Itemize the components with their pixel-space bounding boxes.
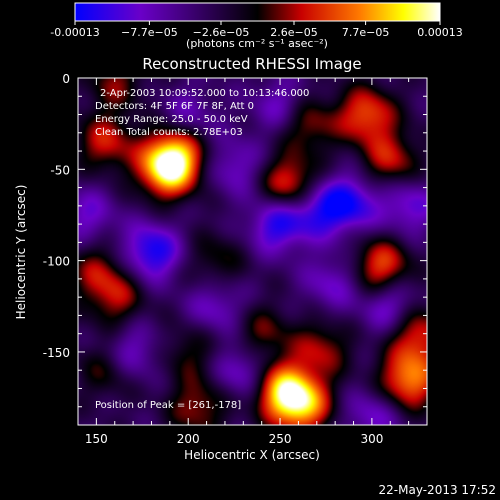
source-point [104, 140, 108, 144]
source-point [104, 368, 108, 372]
y-tick-label: 0 [62, 72, 70, 86]
x-tick-label: 300 [360, 432, 383, 446]
source-point [232, 164, 236, 168]
x-tick-label: 250 [269, 432, 292, 446]
source-point [287, 182, 291, 186]
source-point [274, 222, 278, 226]
colorbar: -0.00013 −7.7e−05 −2.6e−05 2.6e−05 7.7e−05 0.… [50, 2, 463, 50]
source-point [131, 350, 135, 354]
x-axis-title: Heliocentric X (arcsec) [184, 448, 320, 462]
x-tick-label: 200 [177, 432, 200, 446]
colorbar-unit-label: (photons cm⁻² s⁻¹ asec⁻²) [186, 37, 328, 50]
source-point [306, 122, 310, 126]
annotation-line: Detectors: 4F 5F 6F 7F 8F, Att 0 [95, 101, 254, 112]
x-tick-label: 150 [85, 432, 108, 446]
colorbar-gradient [74, 2, 441, 22]
annotation-line: 2-Apr-2003 10:09:52.000 to 10:13:46.000 [100, 88, 309, 99]
colorbar-tick-label: −2.6e−05 [193, 26, 250, 39]
source-point [164, 167, 168, 171]
annotation-line: Clean Total counts: 2.78E+03 [95, 127, 243, 138]
source-point [94, 268, 98, 272]
y-tick-label: -100 [43, 255, 70, 269]
annotation-line: Energy Range: 25.0 - 50.0 keV [95, 114, 248, 125]
source-point [173, 153, 177, 157]
source-point [113, 295, 117, 299]
colorbar-tick-label: 2.6e−05 [270, 26, 317, 39]
y-axis-title: Heliocentric Y (arcsec) [14, 185, 28, 320]
source-point [214, 259, 218, 263]
chart-title: Reconstructed RHESSI Image [142, 55, 361, 73]
source-point [364, 113, 368, 117]
y-tick-label: -150 [43, 346, 70, 360]
source-point [388, 158, 392, 162]
source-point [85, 213, 89, 217]
source-point [186, 350, 190, 354]
source-point [315, 207, 319, 211]
source-point [407, 204, 411, 208]
y-axis: 0 -50 -100 -150 [43, 72, 427, 426]
source-point [348, 200, 352, 204]
colorbar-tick-label: -0.00013 [50, 26, 99, 39]
colorbar-tick-label: 0.00013 [417, 26, 463, 39]
source-point [214, 304, 218, 308]
colorbar-tick-label: −7.7e−05 [121, 26, 178, 39]
source-point [278, 103, 282, 107]
source-point [149, 250, 153, 254]
peak-position-label: Position of Peak = [261,-178] [95, 400, 241, 411]
x-axis: 150 200 250 300 [77, 78, 428, 446]
y-tick-label: -50 [50, 163, 70, 177]
footer-timestamp: 22-May-2013 17:52 [379, 483, 496, 497]
colorbar-tick-label: 7.7e−05 [342, 26, 389, 39]
plot-frame [77, 77, 428, 426]
colorbar-ticks: -0.00013 −7.7e−05 −2.6e−05 2.6e−05 7.7e−05 0.… [50, 21, 463, 39]
annotations: 2-Apr-2003 10:09:52.000 to 10:13:46.000 D… [95, 88, 309, 138]
